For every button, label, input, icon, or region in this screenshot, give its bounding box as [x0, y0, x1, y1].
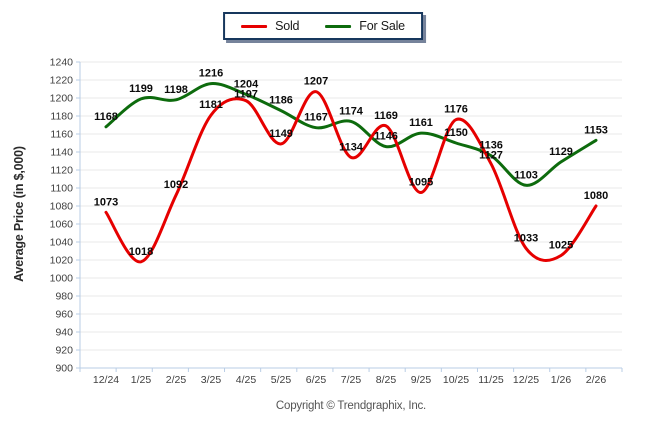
x-tick-label: 2/26	[586, 374, 607, 386]
sold-value-label: 1181	[199, 99, 223, 111]
sold-value-label: 1092	[164, 179, 188, 191]
sold-value-label: 1197	[234, 88, 258, 100]
for-sale-value-label: 1103	[514, 169, 538, 181]
x-tick-label: 1/26	[551, 374, 572, 386]
sold-value-label: 1033	[514, 232, 538, 244]
x-tick-label: 9/25	[411, 374, 432, 386]
x-tick-label: 12/24	[93, 374, 119, 386]
series-lines	[104, 82, 598, 264]
axes: 1240 1220 1200 1180 1160 1140 1120 1100 1080 1060…	[50, 57, 623, 386]
sold-value-label: 1127	[479, 150, 503, 162]
legend-item-sold: Sold	[241, 19, 299, 33]
y-axis-title: Average Price (in $,000)	[12, 146, 26, 282]
for-sale-value-label: 1168	[94, 111, 118, 123]
y-tick-label: 1180	[50, 111, 73, 123]
y-tick-label: 1140	[50, 147, 73, 159]
sold-value-label: 1134	[339, 141, 364, 153]
y-tick-label: 1020	[50, 255, 74, 267]
for-sale-value-label: 1198	[164, 84, 188, 96]
sold-value-label: 1025	[549, 240, 573, 252]
for-sale-value-label: 1161	[409, 117, 433, 129]
x-tick-label: 1/25	[131, 374, 152, 386]
for-sale-value-label: 1204	[234, 78, 259, 90]
for-sale-value-label: 1216	[199, 68, 223, 80]
y-tick-label: 1240	[50, 57, 74, 69]
data-labels: 1168 1073 1199 1018 1198 1092 1216 1181 12041197…	[94, 68, 608, 258]
y-tick-label: 900	[55, 363, 73, 375]
sold-line	[104, 90, 598, 264]
for-sale-value-label: 1199	[129, 83, 153, 95]
x-tick-label: 8/25	[376, 374, 397, 386]
sold-value-label: 1080	[584, 190, 608, 202]
y-tick-label: 1160	[50, 129, 73, 141]
y-tick-label: 1080	[50, 201, 74, 213]
y-tick-label: 980	[55, 291, 73, 303]
x-tick-label: 4/25	[236, 374, 257, 386]
x-tick-label: 6/25	[306, 374, 327, 386]
sold-value-label: 1149	[269, 128, 293, 140]
sold-value-label: 1018	[129, 246, 153, 258]
sold-value-label: 1073	[94, 196, 118, 208]
x-tick-label: 5/25	[271, 374, 292, 386]
legend-item-for-sale: For Sale	[325, 19, 405, 33]
for-sale-value-label: 1136	[479, 140, 503, 152]
y-tick-label: 1220	[50, 75, 74, 87]
for-sale-value-label: 1167	[304, 112, 328, 124]
sold-value-label: 1176	[444, 104, 468, 116]
sold-value-label: 1169	[374, 110, 398, 122]
for-sale-value-label: 1146	[374, 131, 398, 143]
y-tick-label: 960	[55, 309, 73, 321]
y-tick-label: 1040	[50, 237, 74, 249]
for-sale-value-label: 1129	[549, 146, 573, 158]
for-sale-value-label: 1186	[269, 95, 293, 107]
sold-value-label: 1207	[304, 76, 328, 88]
x-tick-label: 12/25	[513, 374, 539, 386]
y-tick-label: 940	[55, 327, 73, 339]
sold-value-label: 1095	[409, 177, 433, 189]
y-tick-label: 1000	[50, 273, 74, 285]
x-tick-label: 10/25	[443, 374, 469, 386]
y-tick-label: 1120	[50, 165, 73, 177]
y-tick-label: 1060	[50, 219, 74, 231]
y-tick-label: 1200	[50, 93, 74, 105]
for-sale-line	[104, 82, 598, 187]
x-tick-label: 11/25	[478, 374, 504, 386]
legend: Sold For Sale	[223, 12, 423, 40]
x-tick-label: 7/25	[341, 374, 362, 386]
legend-label: Sold	[275, 19, 300, 33]
legend-swatch-for-sale	[325, 24, 352, 28]
y-tick-label: 920	[55, 345, 73, 357]
x-tick-label: 2/25	[166, 374, 187, 386]
legend-label: For Sale	[359, 19, 405, 33]
for-sale-value-label: 1153	[584, 124, 608, 136]
x-tick-label: 3/25	[201, 374, 222, 386]
for-sale-value-label: 1150	[444, 127, 468, 139]
y-tick-label: 1100	[50, 183, 73, 195]
for-sale-value-label: 1174	[339, 105, 364, 117]
legend-swatch-sold	[241, 24, 268, 28]
copyright-text: Copyright © Trendgraphix, Inc.	[275, 400, 427, 412]
